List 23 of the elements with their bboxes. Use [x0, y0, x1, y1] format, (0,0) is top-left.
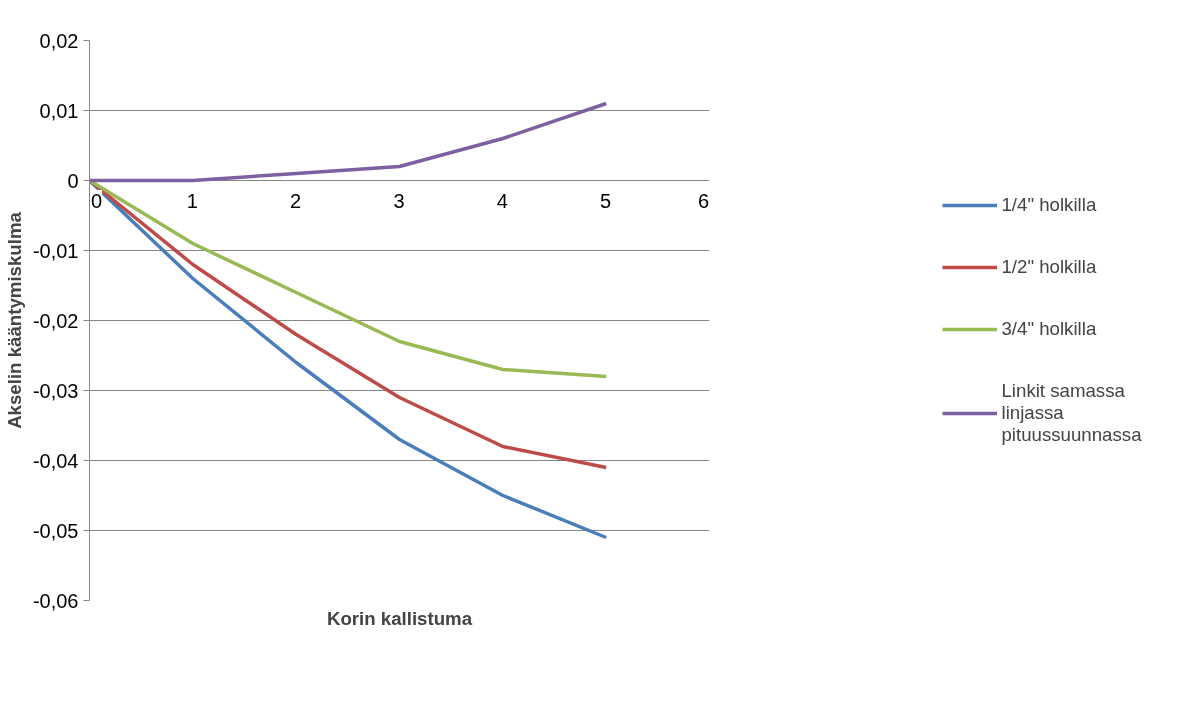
x-tick-label: 5	[600, 190, 612, 213]
legend-label: 3/4" holkilla	[1001, 318, 1097, 340]
y-tick-label: -0,05	[32, 519, 79, 542]
x-tick-label: 2	[290, 190, 302, 213]
y-axis-title: Akselin kääntymiskulma	[3, 211, 25, 429]
y-tick-label: -0,01	[32, 239, 79, 262]
y-tick-label: -0,06	[32, 589, 79, 612]
y-tick-label: -0,02	[32, 309, 79, 332]
y-tick-label: -0,04	[32, 449, 79, 472]
y-tick-label: -0,03	[32, 379, 79, 402]
line-series	[89, 101, 608, 183]
x-tick-label: 6	[697, 190, 709, 213]
x-tick-label: 3	[393, 190, 405, 213]
x-axis-title: Korin kallistuma	[326, 607, 473, 629]
y-tick-label: 0,02	[39, 29, 79, 52]
x-tick-label: 4	[496, 190, 508, 213]
y-tick-label: 0,01	[39, 99, 79, 122]
legend-label: 1/4" holkilla	[1001, 194, 1097, 216]
x-tick-label: 1	[186, 190, 198, 213]
legend-label: Linkit samassa linjassa pituussuunnassa	[1001, 380, 1142, 446]
y-tick-label: 0	[67, 169, 79, 192]
x-tick-label: 0	[91, 190, 103, 213]
legend-label: 1/2" holkilla	[1001, 256, 1097, 278]
